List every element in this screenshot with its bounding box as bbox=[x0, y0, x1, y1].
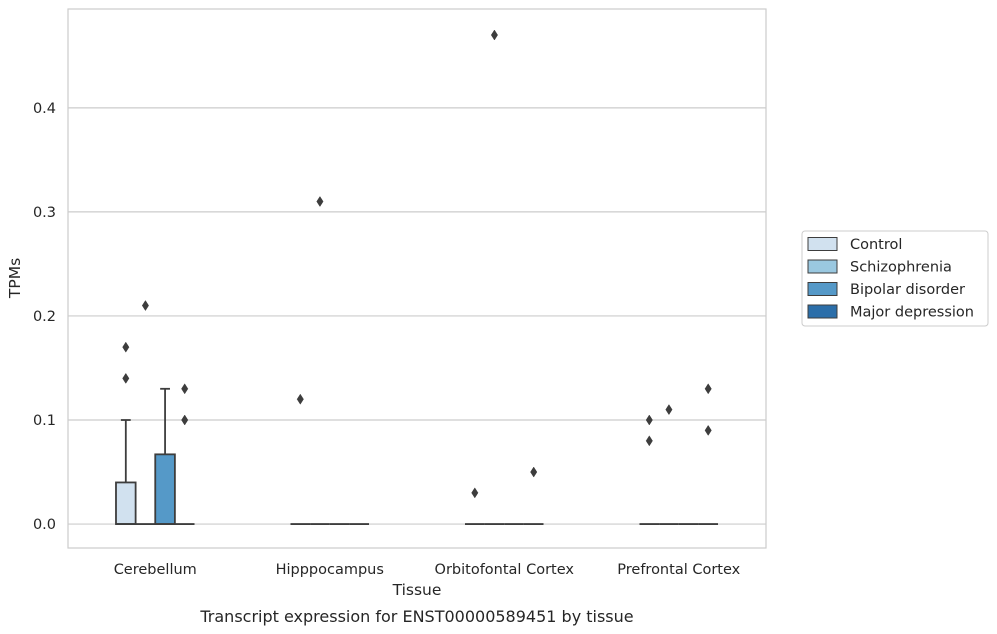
outlier-point bbox=[471, 487, 479, 499]
legend-label: Bipolar disorder bbox=[850, 282, 965, 298]
box-group bbox=[523, 466, 544, 525]
box-group bbox=[639, 414, 660, 525]
outlier-point bbox=[645, 435, 653, 447]
outlier-point bbox=[704, 383, 712, 395]
y-axis-ticks: 0.0 0.1 0.2 0.3 0.4 bbox=[33, 101, 56, 533]
outlier-point bbox=[490, 29, 498, 41]
box bbox=[115, 481, 137, 525]
box bbox=[154, 453, 176, 525]
outlier-point bbox=[141, 300, 149, 312]
legend-label: Schizophrenia bbox=[850, 260, 952, 276]
y-tick-label: 0.2 bbox=[33, 309, 56, 325]
box-group bbox=[464, 487, 485, 525]
legend-entry: Major depression bbox=[807, 304, 974, 321]
y-tick-label: 0.3 bbox=[33, 205, 56, 221]
box-group bbox=[310, 196, 330, 525]
outlier-point bbox=[296, 393, 304, 405]
x-tick-label: Prefrontal Cortex bbox=[617, 562, 740, 578]
legend-entry: Schizophrenia bbox=[807, 259, 952, 276]
x-axis-ticks: Cerebellum Hipppocampus Orbitofontal Corte… bbox=[114, 562, 741, 578]
box-group bbox=[290, 393, 311, 525]
y-tick-label: 0.0 bbox=[33, 517, 56, 533]
x-tick-label: Hipppocampus bbox=[276, 562, 384, 578]
legend-entry: Control bbox=[807, 237, 902, 253]
legend-label: Control bbox=[850, 237, 902, 253]
x-axis-title: Tissue bbox=[392, 581, 442, 599]
plot-frame bbox=[67, 8, 767, 549]
x-tick-label: Orbitofontal Cortex bbox=[435, 562, 575, 578]
legend-entry: Bipolar disorder bbox=[807, 282, 965, 298]
legend-swatch bbox=[807, 237, 838, 251]
outlier-point bbox=[181, 414, 189, 426]
box-group bbox=[174, 383, 195, 525]
y-tick-label: 0.1 bbox=[33, 413, 56, 429]
box-group bbox=[698, 383, 719, 525]
box-series bbox=[115, 29, 719, 525]
chart-caption: Transcript expression for ENST0000058945… bbox=[199, 607, 633, 626]
legend-swatch bbox=[807, 259, 838, 274]
x-tick-label: Cerebellum bbox=[114, 562, 197, 578]
box-group bbox=[135, 300, 156, 525]
outlier-point bbox=[530, 466, 538, 478]
legend: Control Schizophrenia Bipolar disorder Majo… bbox=[801, 230, 989, 327]
outlier-point bbox=[122, 372, 130, 384]
y-axis-title: TPMs bbox=[6, 258, 24, 299]
box-group bbox=[154, 387, 176, 525]
legend-swatch bbox=[807, 282, 838, 296]
outlier-point bbox=[181, 383, 189, 395]
outlier-point bbox=[122, 341, 130, 353]
box-group bbox=[115, 341, 137, 525]
outlier-point bbox=[665, 404, 673, 416]
box-group bbox=[484, 29, 505, 525]
legend-label: Major depression bbox=[850, 305, 974, 321]
legend-items: Control Schizophrenia Bipolar disorder Majo… bbox=[807, 237, 974, 321]
outlier-point bbox=[316, 196, 324, 207]
outlier-point bbox=[704, 424, 712, 436]
y-tick-label: 0.4 bbox=[33, 101, 56, 117]
outlier-point bbox=[645, 414, 653, 426]
legend-swatch bbox=[807, 304, 838, 319]
legend-frame bbox=[801, 230, 989, 327]
box-group bbox=[659, 404, 679, 525]
